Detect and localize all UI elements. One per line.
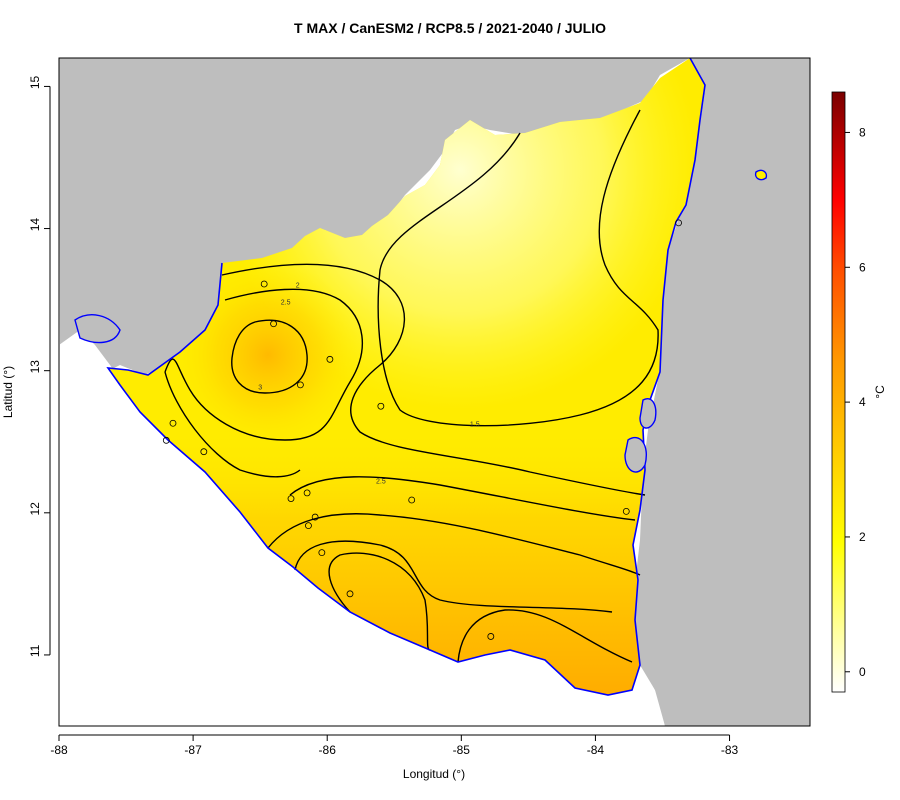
contour-label: 2.5	[281, 299, 291, 306]
x-tick-label: -84	[587, 743, 605, 757]
x-tick-label: -85	[453, 743, 471, 757]
x-tick-label: -83	[721, 743, 739, 757]
y-tick-label: 13	[28, 360, 42, 374]
colorbar-unit-label: °C	[873, 385, 887, 399]
x-tick-label: -86	[319, 743, 337, 757]
x-tick-label: -88	[50, 743, 68, 757]
y-tick-label: 11	[28, 644, 42, 657]
colorbar-tick-label: 6	[859, 260, 866, 274]
colorbar-tick-label: 0	[859, 665, 866, 679]
lagoon-east-2	[625, 438, 646, 472]
contour-label: 2.5	[376, 479, 386, 486]
colorbar-tick-label: 2	[859, 530, 866, 544]
y-tick-label: 15	[28, 75, 42, 89]
x-axis-title: Longitud (°)	[403, 767, 465, 781]
key-island	[756, 170, 767, 179]
colorbar: 0 2 4 6 8 °C	[832, 92, 887, 692]
y-axis-title: Latitud (°)	[1, 366, 15, 418]
y-tick-label: 12	[28, 502, 42, 516]
contour-label: 2	[296, 282, 300, 289]
contour-label: 1.5	[470, 422, 480, 429]
contour-label: 3	[258, 385, 262, 392]
y-axis: 11 12 13 14 15	[28, 75, 50, 657]
lagoon-east-1	[640, 399, 656, 428]
x-tick-label: -87	[184, 743, 202, 757]
colorbar-tick-label: 8	[859, 125, 866, 139]
x-axis: -88 -87 -86 -85 -84 -83	[50, 735, 738, 757]
y-tick-label: 14	[28, 218, 42, 232]
colorbar-tick-label: 4	[859, 395, 866, 409]
colorbar-ramp	[832, 92, 845, 692]
